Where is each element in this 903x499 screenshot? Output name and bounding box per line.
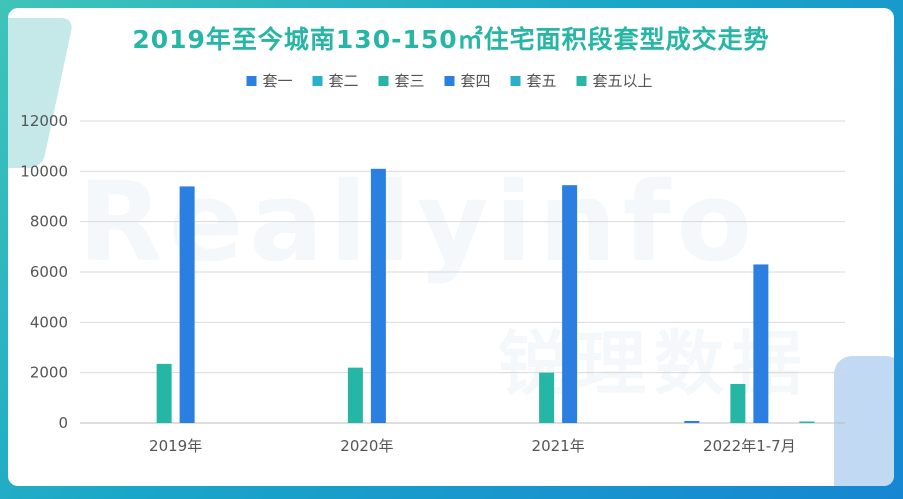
y-tick-label: 4000 [30,313,68,331]
bar [799,421,815,423]
y-tick-label: 6000 [30,263,68,281]
legend-swatch [312,76,323,86]
y-tick-label: 10000 [20,162,68,180]
x-axis: 2019年 2020年 2021年 2022年1-7月 [149,437,796,455]
x-tick-label: 2022年1-7月 [703,437,796,455]
bar [684,420,700,423]
legend-label: 套一 [263,72,293,90]
legend-label: 套五 [527,72,557,90]
legend: 套一 套二 套三 套四 套五 套五以上 [246,72,653,90]
bar [730,383,746,423]
bars [156,168,815,423]
y-tick-label: 8000 [30,213,68,231]
x-tick-label: 2019年 [149,437,202,455]
bar [156,363,172,423]
bar [347,367,363,423]
bar [179,186,195,423]
bar [539,372,555,423]
decor-shape-right [834,356,894,486]
legend-label: 套四 [461,72,491,90]
legend-swatch [510,76,521,86]
legend-swatch [576,76,587,86]
bar [562,185,578,423]
y-tick-label: 0 [58,414,68,432]
y-tick-label: 12000 [20,112,68,130]
legend-label: 套二 [329,72,359,90]
legend-swatch [378,76,389,86]
legend-label: 套五以上 [593,72,653,90]
legend-swatch [444,76,455,86]
chart-title: 2019年至今城南130-150㎡住宅面积段套型成交走势 [132,25,770,54]
x-tick-label: 2021年 [532,437,585,455]
grid-lines [80,120,845,424]
bar [753,264,769,423]
legend-swatch [246,76,257,86]
y-tick-label: 2000 [30,364,68,382]
y-axis: 0 2000 4000 6000 8000 10000 12000 [20,112,68,432]
legend-label: 套三 [395,72,425,90]
x-tick-label: 2020年 [340,437,393,455]
bar [370,168,386,423]
